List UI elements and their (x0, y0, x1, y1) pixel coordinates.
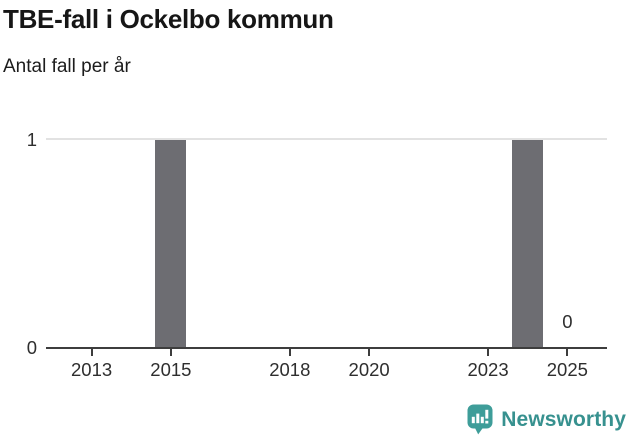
gridline-y1 (46, 138, 607, 140)
data-label-latest-value: 0 (562, 311, 573, 332)
x-tick-label-2023: 2023 (467, 359, 509, 380)
x-tick-2020 (368, 349, 371, 356)
brand-name: Newsworthy (501, 407, 626, 431)
x-tick-2015 (169, 349, 172, 356)
x-tick-2023 (487, 349, 490, 356)
x-tick-label-2025: 2025 (546, 359, 588, 380)
bar-2024 (512, 140, 544, 348)
brand-footer: Newsworthy (467, 404, 626, 435)
x-tick-2018 (288, 349, 291, 356)
x-tick-label-2013: 2013 (71, 359, 113, 380)
bar-2015 (155, 140, 187, 348)
y-tick-label: 0 (26, 336, 37, 358)
y-tick-label: 1 (26, 129, 37, 150)
x-tick-2013 (90, 349, 93, 356)
chart-title: TBE-fall i Ockelbo kommun (3, 4, 334, 34)
x-tick-label-2015: 2015 (150, 359, 192, 380)
chart-subtitle: Antal fall per år (3, 56, 131, 77)
x-tick-label-2020: 2020 (348, 359, 390, 380)
x-axis-line (46, 347, 607, 349)
x-tick-2025 (566, 349, 569, 356)
newsworthy-logo-icon (467, 404, 493, 435)
x-tick-label-2018: 2018 (269, 359, 311, 380)
